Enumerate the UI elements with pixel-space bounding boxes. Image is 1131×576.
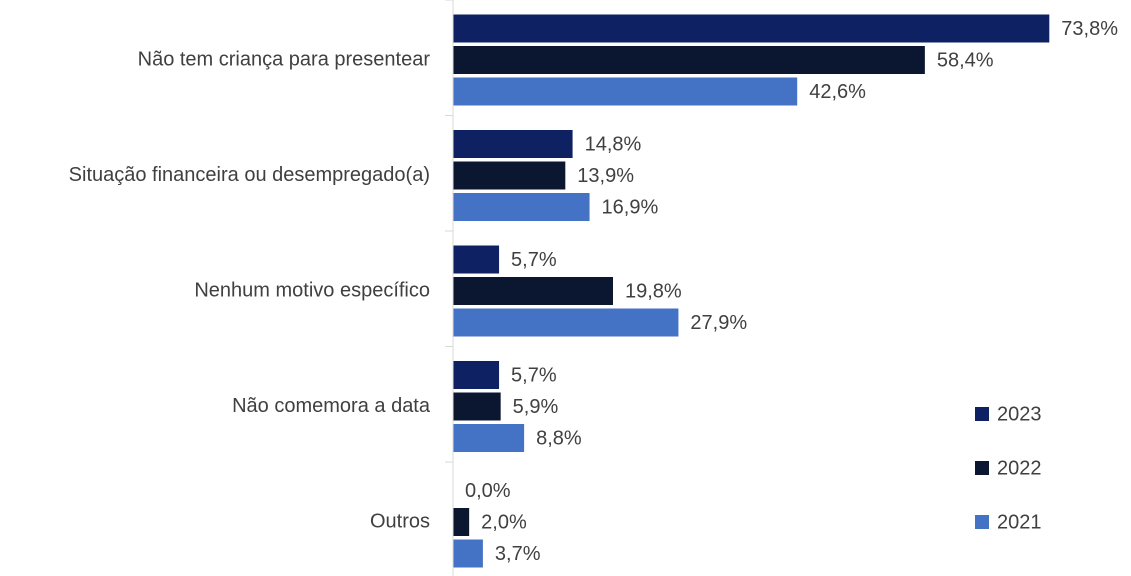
category-label: Situação financeira ou desempregado(a) <box>69 164 430 186</box>
value-label: 27,9% <box>690 312 747 334</box>
legend-swatch <box>975 407 989 421</box>
bar <box>453 308 679 337</box>
value-label: 5,9% <box>513 396 559 418</box>
value-label: 58,4% <box>937 49 994 71</box>
bar <box>453 508 470 536</box>
legend-label: 2022 <box>997 457 1042 479</box>
bar <box>453 361 500 389</box>
value-label: 2,0% <box>481 511 527 533</box>
value-label: 8,8% <box>536 427 582 449</box>
bar <box>453 161 566 190</box>
value-label: 16,9% <box>602 196 659 218</box>
value-label: 42,6% <box>809 81 866 103</box>
category-label: Não comemora a data <box>232 395 431 417</box>
value-label: 73,8% <box>1061 18 1118 40</box>
legend-swatch <box>975 515 989 529</box>
bar <box>453 46 925 74</box>
bar <box>453 392 501 421</box>
category-label: Nenhum motivo específico <box>194 279 430 301</box>
value-label: 13,9% <box>577 165 634 187</box>
bar <box>453 424 525 452</box>
legend-label: 2021 <box>997 511 1042 533</box>
bar <box>453 539 483 568</box>
value-label: 3,7% <box>495 543 541 565</box>
bar <box>453 193 590 221</box>
category-label: Outros <box>370 510 430 532</box>
value-label: 5,7% <box>511 249 557 271</box>
value-label: 5,7% <box>511 364 557 386</box>
legend-swatch <box>975 461 989 475</box>
bar <box>453 77 798 106</box>
legend-label: 2023 <box>997 403 1042 425</box>
bar <box>453 277 613 305</box>
value-label: 14,8% <box>585 133 642 155</box>
bar <box>453 130 573 158</box>
value-label: 0,0% <box>465 480 511 502</box>
category-label: Não tem criança para presentear <box>138 48 431 70</box>
bar <box>453 14 1050 43</box>
value-label: 19,8% <box>625 280 682 302</box>
bar <box>453 245 500 274</box>
